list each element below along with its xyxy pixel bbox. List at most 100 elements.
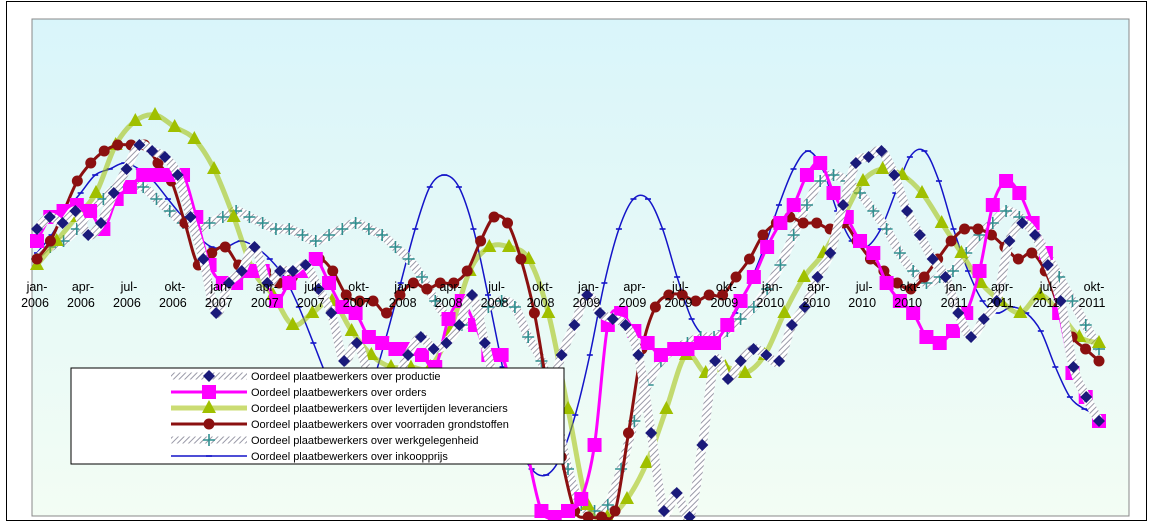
- legend: Oordeel plaatbewerkers over productie Oor…: [70, 367, 565, 465]
- x-tick-label: 2011: [1079, 296, 1106, 310]
- series-5-point: [415, 271, 428, 283]
- x-tick-label: okt-: [716, 280, 737, 294]
- series-2-point: [945, 324, 960, 338]
- x-tick-label: jan-: [393, 280, 415, 294]
- series-1-point: [248, 241, 261, 253]
- series-1-point: [210, 307, 223, 319]
- series-1-point: [901, 205, 914, 217]
- legend-label: Oordeel plaatbewerkers over orders: [251, 387, 427, 399]
- series-2-point: [972, 264, 987, 278]
- series-4-point: [582, 511, 594, 520]
- x-tick-label: 2010: [848, 296, 876, 310]
- x-tick-label: apr-: [256, 280, 278, 294]
- series-3-point: [187, 131, 202, 144]
- series-1-point: [1054, 295, 1067, 307]
- series-2-point: [773, 216, 788, 230]
- series-1-point: [632, 349, 645, 361]
- series-1-point: [414, 331, 427, 343]
- series-5-point: [482, 301, 495, 313]
- x-tick-label: 2006: [113, 296, 141, 310]
- series-1-point: [1029, 229, 1042, 241]
- series-3-point: [1013, 305, 1028, 318]
- series-2-point: [388, 342, 403, 356]
- series-2-point: [494, 348, 509, 362]
- series-4-point: [959, 223, 971, 235]
- series-1-point: [146, 145, 159, 157]
- series-4-point: [1026, 247, 1038, 259]
- series-3-point: [1033, 287, 1047, 300]
- series-4-point: [152, 157, 164, 169]
- series-5-point: [800, 199, 813, 211]
- series-1-point: [888, 169, 901, 181]
- series-5-point: [787, 229, 800, 241]
- series-1-point: [734, 355, 747, 367]
- series-1-point: [1067, 361, 1080, 373]
- x-tick-label: jan-: [209, 280, 231, 294]
- series-3-point: [167, 119, 182, 132]
- series-1-point: [402, 349, 415, 361]
- series-2-point: [853, 234, 868, 248]
- series-3-point: [207, 161, 221, 174]
- series-1-point: [1016, 217, 1029, 229]
- series-1-point: [1093, 415, 1105, 427]
- x-tick-label: apr-: [991, 280, 1013, 294]
- x-tick-label: 2011: [1033, 296, 1060, 310]
- x-tick-label: 2006: [67, 296, 95, 310]
- series-4-point: [676, 289, 688, 301]
- series-2-point: [149, 168, 164, 182]
- series-1-point: [593, 307, 606, 319]
- series-5-point: [734, 313, 747, 325]
- series-1-point: [1003, 235, 1016, 247]
- series-5-point: [495, 295, 508, 307]
- series-5-point: [814, 175, 827, 187]
- series-4-point: [71, 175, 83, 187]
- x-tick-label: 2008: [481, 296, 509, 310]
- series-3-point: [639, 455, 654, 468]
- series-2-point: [348, 306, 363, 320]
- x-tick-label: 2008: [389, 296, 417, 310]
- series-3-point: [1092, 335, 1106, 348]
- series-1-point: [184, 211, 197, 223]
- series-3-point: [934, 215, 949, 228]
- series-4-point: [502, 217, 514, 229]
- series-4-point: [461, 265, 473, 277]
- series-1-point: [977, 313, 990, 325]
- series-1-point: [107, 187, 120, 199]
- series-5-point: [323, 229, 336, 241]
- legend-item: Oordeel plaatbewerkers over orders: [171, 385, 427, 399]
- x-tick-label: 2009: [573, 296, 601, 310]
- series-3-point: [738, 365, 752, 378]
- series-4-point: [905, 283, 917, 295]
- series-2-point: [640, 336, 655, 350]
- series-5-point: [336, 223, 349, 235]
- series-1-point: [453, 319, 466, 331]
- series-1-point: [926, 253, 939, 265]
- series-5-point: [150, 193, 163, 205]
- series-2-point: [335, 300, 350, 314]
- x-tick-label: 2011: [941, 296, 968, 310]
- x-tick-label: okt-: [348, 280, 369, 294]
- line-chart: jan- 2006 apr- 2006 jul- 2006 okt- 2006 jan- 2007…: [21, 18, 1130, 520]
- series-2-point: [268, 294, 283, 308]
- x-tick-label: okt-: [1084, 280, 1105, 294]
- series-1-point: [555, 349, 568, 361]
- series-3-point: [875, 161, 890, 174]
- series-1-point: [171, 169, 184, 181]
- series-3-point: [128, 113, 143, 126]
- x-tick-label: jan-: [945, 280, 967, 294]
- series-4-point: [649, 301, 661, 313]
- x-tick-label: 2010: [802, 296, 830, 310]
- series-5-point: [946, 265, 959, 277]
- series-1-point: [645, 427, 658, 439]
- series-4-point: [811, 217, 823, 229]
- series-4-point: [407, 277, 419, 289]
- series-1-point: [120, 163, 133, 175]
- series-5-point: [389, 241, 402, 253]
- x-tick-label: 2007: [343, 296, 371, 310]
- series-1-point: [338, 355, 351, 367]
- series-5-point: [296, 229, 309, 241]
- x-tick-label: jan-: [577, 280, 599, 294]
- series-2-point: [361, 330, 376, 344]
- x-tick-label: 2009: [619, 296, 647, 310]
- series-1-point: [274, 265, 287, 277]
